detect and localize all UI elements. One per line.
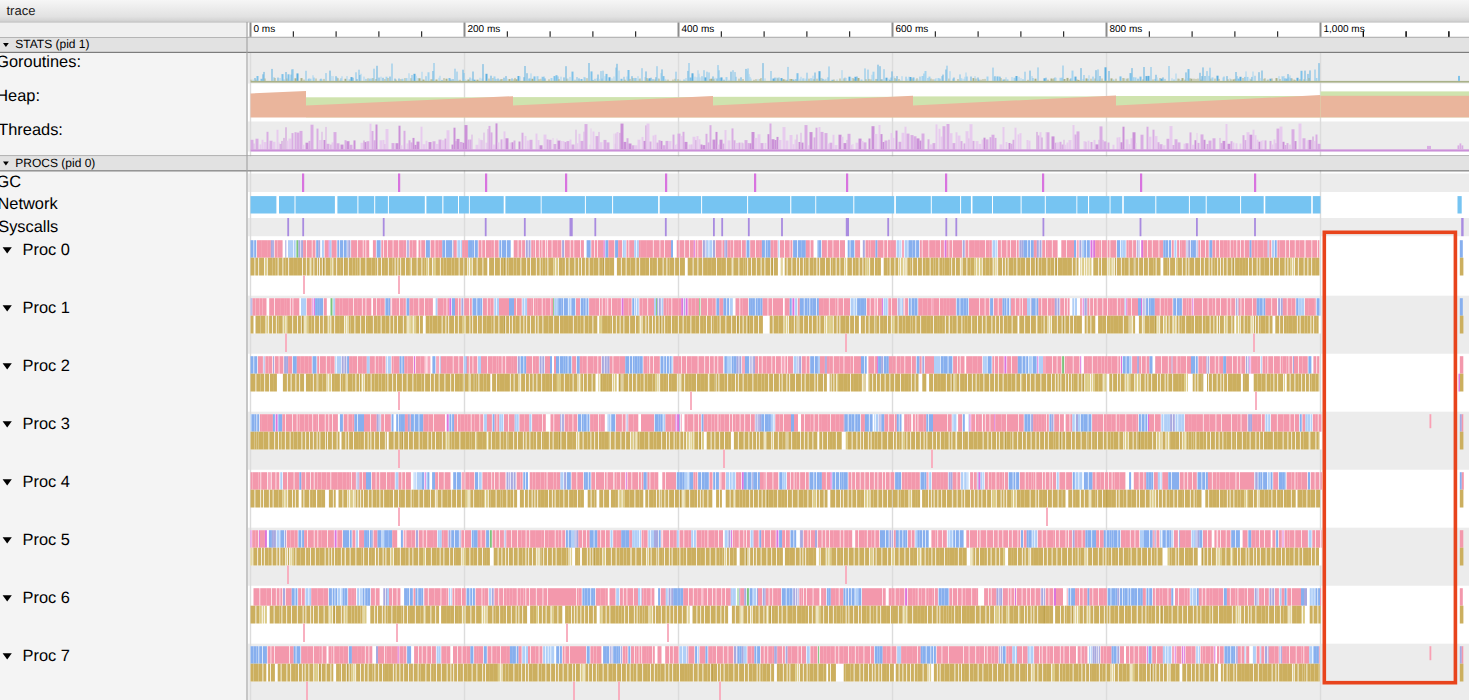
svg-text:GC: GC [0,173,21,191]
svg-text:800 ms: 800 ms [1110,24,1143,35]
svg-text:Proc 4: Proc 4 [23,473,70,491]
svg-text:Proc 5: Proc 5 [23,531,70,549]
svg-text:Goroutines:: Goroutines: [0,53,81,71]
svg-text:Heap:: Heap: [0,87,40,105]
svg-text:Proc 1: Proc 1 [23,299,70,317]
svg-text:Proc 3: Proc 3 [23,415,70,433]
svg-text:PROCS (pid 0): PROCS (pid 0) [15,156,95,170]
svg-text:Threads:: Threads: [0,121,63,139]
svg-text:STATS (pid 1): STATS (pid 1) [15,37,89,51]
svg-text:Proc 2: Proc 2 [23,357,70,375]
svg-text:Syscalls: Syscalls [0,218,58,236]
svg-text:Proc 6: Proc 6 [23,589,70,607]
svg-text:400 ms: 400 ms [682,24,715,35]
svg-text:0 ms: 0 ms [254,24,276,35]
svg-text:trace: trace [7,3,36,18]
svg-text:600 ms: 600 ms [896,24,929,35]
svg-text:Proc 7: Proc 7 [23,647,70,665]
svg-text:200 ms: 200 ms [468,24,501,35]
svg-text:Proc 0: Proc 0 [23,241,70,259]
svg-text:Network: Network [0,195,58,213]
svg-text:1,000 ms: 1,000 ms [1324,24,1365,35]
